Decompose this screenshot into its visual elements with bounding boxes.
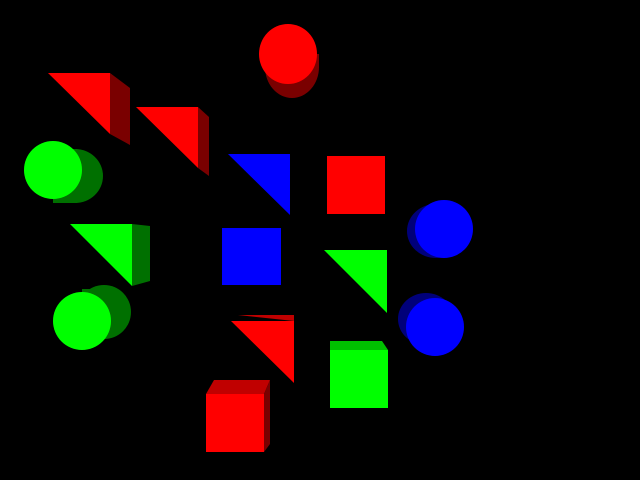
red-wedge-1 xyxy=(48,73,130,145)
green-wedge-2 xyxy=(324,250,387,313)
green-wedge-1 xyxy=(70,224,150,286)
red-wedge-3 xyxy=(231,315,294,383)
red-cylinder xyxy=(259,24,319,98)
red-cube-1 xyxy=(327,156,385,214)
blue-wedge xyxy=(228,154,290,215)
red-cube-2 xyxy=(206,380,270,452)
blue-cylinder-1 xyxy=(407,200,473,258)
red-wedge-2 xyxy=(136,107,209,176)
green-cylinder-1 xyxy=(24,141,103,203)
green-cylinder-2 xyxy=(53,285,131,350)
green-cube xyxy=(330,341,388,408)
blue-cylinder-2 xyxy=(398,293,464,356)
blue-cube xyxy=(222,228,281,285)
